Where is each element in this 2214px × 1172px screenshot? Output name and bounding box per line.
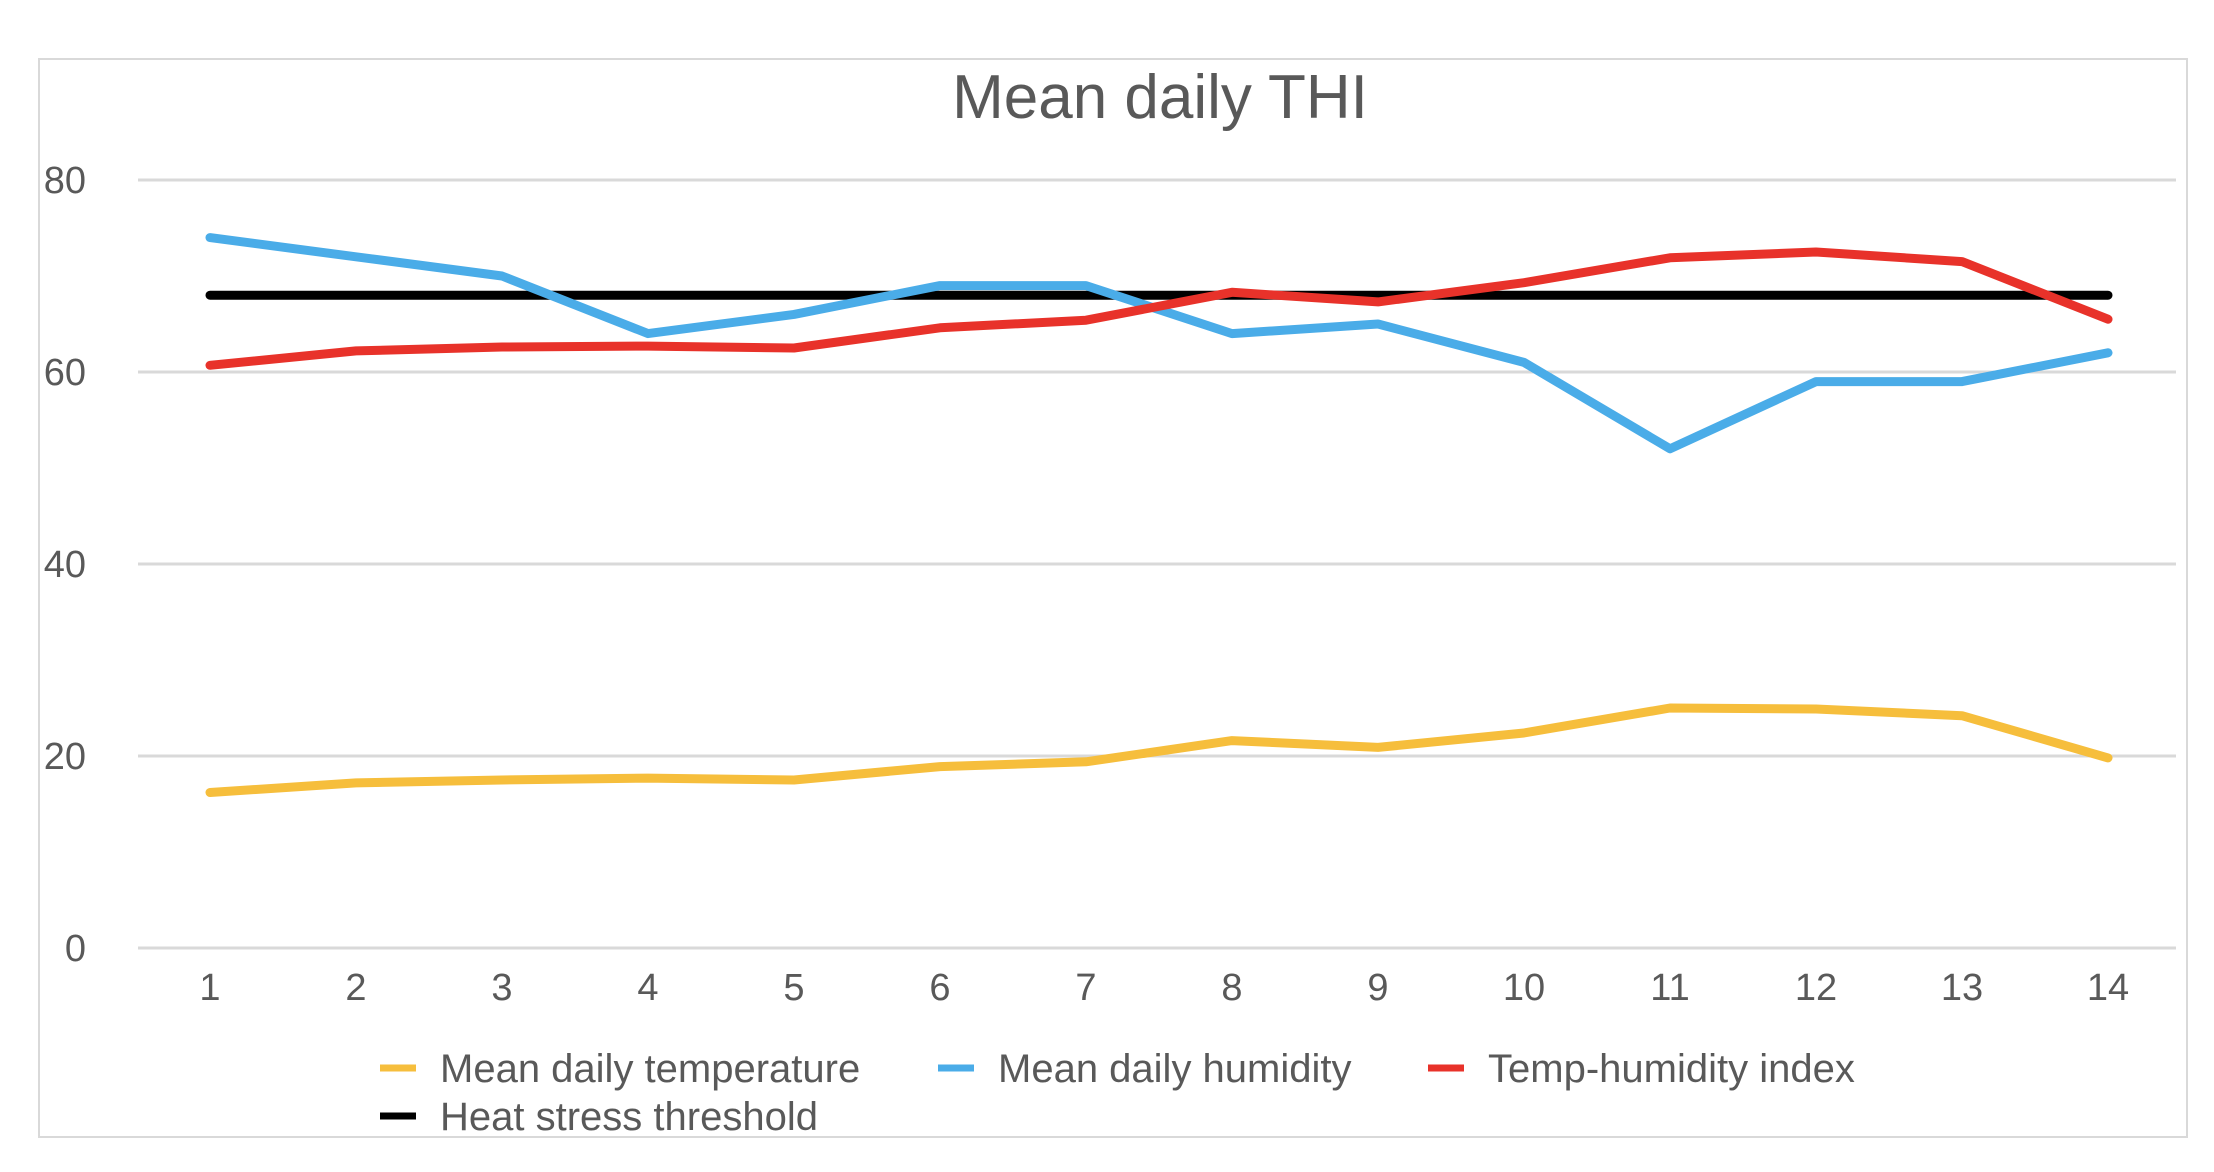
legend: Mean daily temperature Mean daily humidit… — [380, 1047, 1855, 1139]
y-tick-label: 60 — [44, 352, 86, 394]
series-lines — [205, 233, 2113, 797]
chart-frame — [38, 58, 2188, 1138]
x-tick-label: 3 — [491, 967, 512, 1009]
x-tick-label: 9 — [1367, 967, 1388, 1009]
x-tick-label: 14 — [2087, 967, 2129, 1009]
chart-title: Mean daily THI — [952, 63, 1368, 132]
y-axis-ticks: 0 20 40 60 80 — [44, 160, 86, 970]
y-tick-label: 40 — [44, 544, 86, 586]
legend-label: Heat stress threshold — [440, 1095, 818, 1139]
x-tick-label: 11 — [1650, 967, 1689, 1009]
x-tick-label: 13 — [1941, 967, 1983, 1009]
x-tick-label: 5 — [783, 967, 804, 1009]
x-tick-label: 2 — [345, 967, 366, 1009]
x-tick-label: 6 — [929, 967, 950, 1009]
x-tick-label: 12 — [1795, 967, 1837, 1009]
x-tick-label: 7 — [1075, 967, 1096, 1009]
series-line-1 — [205, 703, 2113, 797]
y-tick-label: 80 — [44, 160, 86, 202]
x-tick-label: 10 — [1503, 967, 1545, 1009]
x-tick-label: 8 — [1221, 967, 1242, 1009]
y-tick-label: 0 — [65, 928, 86, 970]
legend-label: Temp-humidity index — [1488, 1047, 1855, 1091]
legend-label: Mean daily humidity — [998, 1047, 1352, 1091]
x-tick-label: 1 — [199, 967, 220, 1009]
legend-label: Mean daily temperature — [440, 1047, 860, 1091]
series-line-3 — [205, 247, 2113, 370]
y-tick-label: 20 — [44, 736, 86, 778]
x-axis-ticks: 1 2 3 4 5 6 7 8 9 10 11 12 13 14 — [199, 967, 2129, 1009]
x-tick-label: 4 — [637, 967, 658, 1009]
